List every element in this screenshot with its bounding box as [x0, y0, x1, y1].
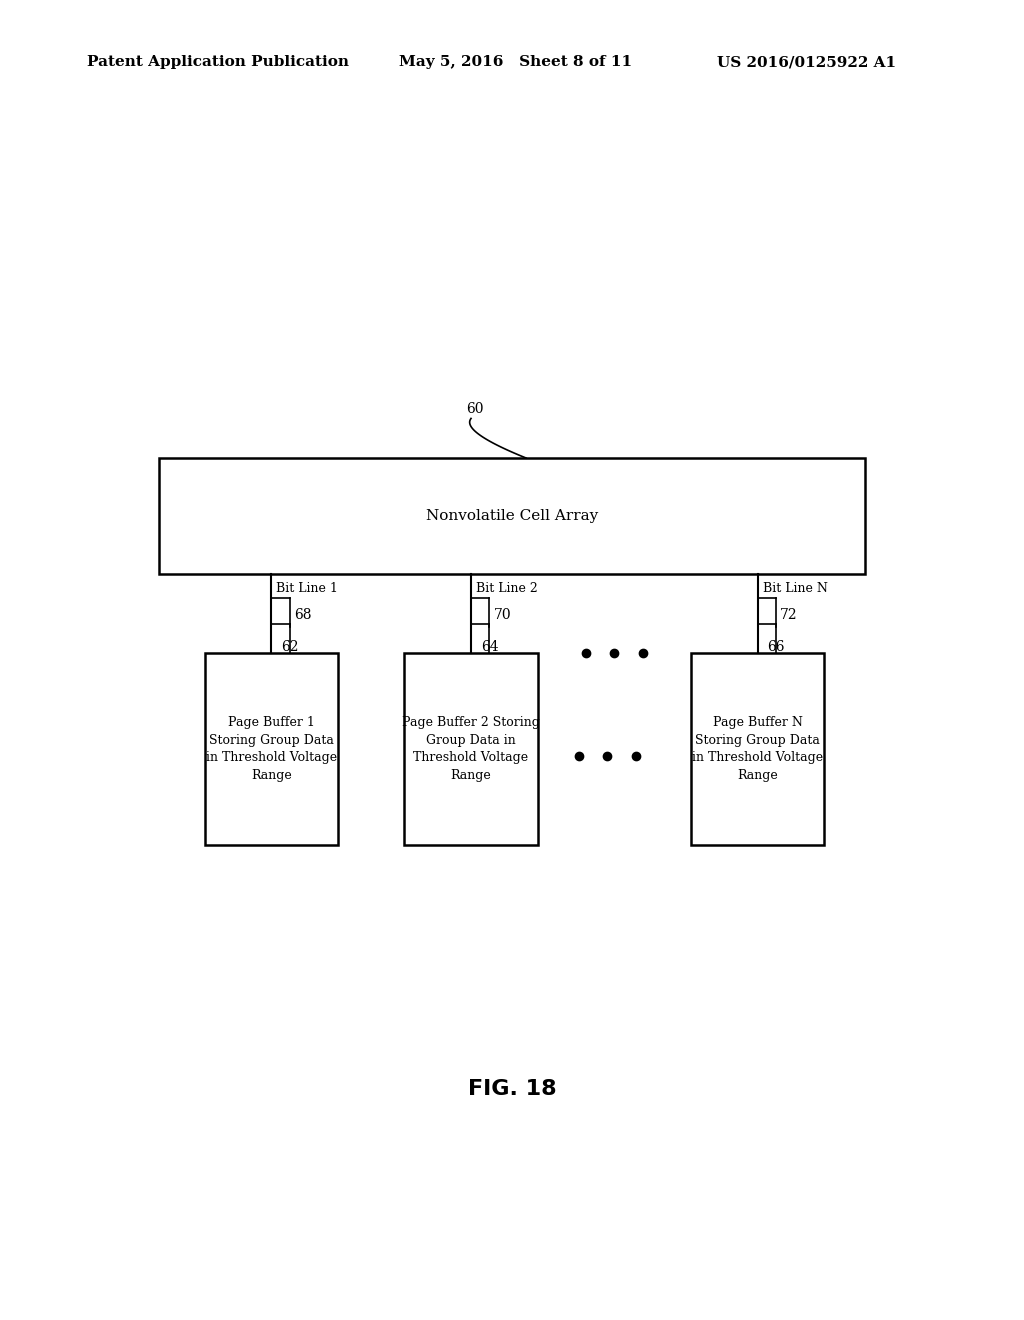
Text: 64: 64	[480, 640, 499, 655]
Text: 72: 72	[780, 607, 798, 622]
Text: FIG. 18: FIG. 18	[468, 1078, 556, 1100]
Text: Patent Application Publication: Patent Application Publication	[87, 55, 349, 69]
Text: 62: 62	[281, 640, 299, 655]
Text: Page Buffer N
Storing Group Data
in Threshold Voltage
Range: Page Buffer N Storing Group Data in Thre…	[692, 717, 823, 781]
Text: Bit Line 2: Bit Line 2	[476, 582, 538, 595]
Text: 70: 70	[494, 607, 511, 622]
Bar	[691, 653, 824, 845]
Bar	[159, 458, 865, 574]
Bar	[404, 653, 538, 845]
Text: Bit Line 1: Bit Line 1	[276, 582, 338, 595]
Text: Page Buffer 2 Storing
Group Data in
Threshold Voltage
Range: Page Buffer 2 Storing Group Data in Thre…	[402, 717, 540, 781]
Text: Bit Line N: Bit Line N	[763, 582, 827, 595]
Text: May 5, 2016   Sheet 8 of 11: May 5, 2016 Sheet 8 of 11	[399, 55, 633, 69]
Text: 60: 60	[466, 401, 483, 416]
Text: Nonvolatile Cell Array: Nonvolatile Cell Array	[426, 510, 598, 523]
Text: 68: 68	[294, 607, 311, 622]
Text: US 2016/0125922 A1: US 2016/0125922 A1	[717, 55, 896, 69]
Text: 66: 66	[767, 640, 785, 655]
Bar	[205, 653, 338, 845]
Text: Page Buffer 1
Storing Group Data
in Threshold Voltage
Range: Page Buffer 1 Storing Group Data in Thre…	[206, 717, 337, 781]
